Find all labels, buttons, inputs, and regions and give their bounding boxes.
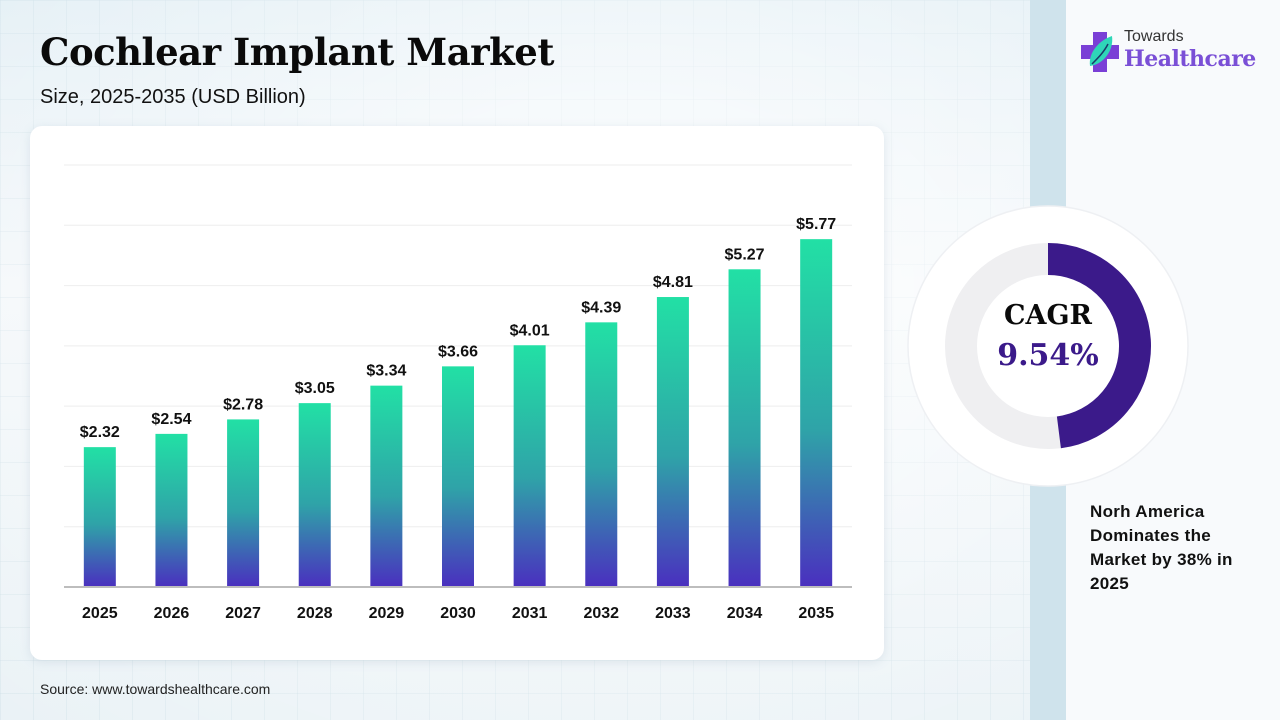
page-title: Cochlear Implant Market [40,30,554,74]
x-tick-label: 2030 [440,605,476,622]
bar-2035 [800,239,833,587]
region-note: Norh America Dominates the Market by 38%… [1090,502,1233,593]
bar-2034 [728,269,761,587]
x-tick-label: 2026 [154,605,190,622]
value-label: $3.66 [438,343,478,360]
bar-chart: $2.32 $2.54 $2.78 $3.05 $3.34 $3.66 $4.01 $4.39… [64,164,852,622]
logo-text-towards: Towards [1124,28,1184,45]
x-tick-label: 2031 [512,605,548,622]
value-label: $5.77 [796,216,836,233]
x-tick-label: 2029 [369,605,405,622]
x-tick-label: 2028 [297,605,333,622]
cagr-value: 9.54% [997,338,1099,373]
source-text: Source: www.towardshealthcare.com [40,681,271,697]
x-tick-label: 2034 [727,605,763,622]
cagr-label: CAGR [1004,300,1092,331]
x-tick-label: 2027 [225,605,261,622]
cagr-donut: CAGR 9.54% [906,204,1190,488]
bar-2033 [656,297,689,587]
value-label: $3.05 [295,380,335,397]
bar-2025 [83,447,116,587]
x-tick-label: 2035 [798,605,834,622]
value-label: $4.01 [510,322,550,339]
logo-text-healthcare: Healthcare [1124,46,1256,72]
value-label: $2.32 [80,424,120,441]
x-tick-label: 2033 [655,605,691,622]
value-label: $3.34 [366,363,406,380]
x-tick-label: 2025 [82,605,118,622]
x-tick-label: 2032 [583,605,619,622]
bar-2032 [585,322,618,587]
medical-cross-leaf-icon [1081,32,1119,72]
bar-2029 [370,385,403,587]
bar-2027 [227,419,260,587]
bar-2030 [442,366,474,587]
bar-2028 [298,403,331,587]
value-label: $2.54 [151,411,191,428]
page-subtitle: Size, 2025-2035 (USD Billion) [40,86,306,108]
bar-2031 [513,345,546,587]
brand-logo: Towards Healthcare [1080,28,1260,78]
value-label: $4.81 [653,274,693,291]
value-label: $5.27 [725,246,765,263]
value-label: $4.39 [581,299,621,316]
cagr-ring [907,205,1189,487]
bar-2026 [155,433,188,587]
value-label: $2.78 [223,396,263,413]
donut-arc [1047,243,1151,449]
